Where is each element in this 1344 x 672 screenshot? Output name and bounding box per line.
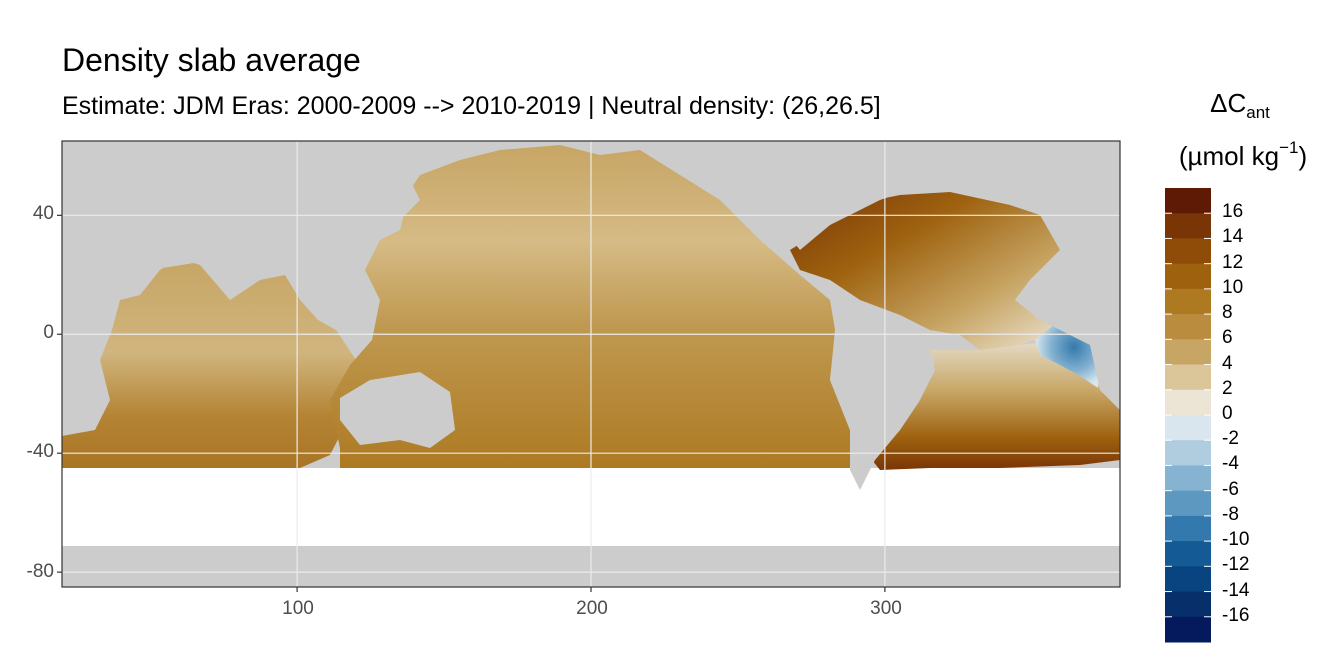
y-tick-label-neg40: -40: [26, 441, 54, 462]
legend-swatch: [1165, 515, 1211, 542]
legend-label: 12: [1222, 251, 1244, 273]
legend-label: 10: [1222, 276, 1244, 298]
tick-marks: [57, 214, 886, 592]
legend-label: 2: [1222, 377, 1233, 399]
legend-swatch: [1165, 415, 1211, 441]
legend-label: -14: [1222, 579, 1250, 601]
legend-swatch: [1165, 263, 1211, 290]
legend-swatch: [1165, 591, 1211, 618]
y-tick-label-neg80: -80: [26, 561, 54, 582]
legend-swatch: [1165, 364, 1211, 391]
legend-label: -10: [1222, 529, 1250, 551]
legend-label: 6: [1222, 327, 1233, 349]
legend-label: -16: [1222, 604, 1250, 626]
legend-swatch: [1165, 314, 1211, 340]
legend-label: 14: [1222, 226, 1244, 248]
pacific-ocean-field: [330, 145, 855, 468]
legend-swatch: [1165, 465, 1211, 492]
plot-subtitle: Estimate: JDM Eras: 2000-2009 --> 2010-2…: [62, 92, 881, 120]
legend-swatch: [1165, 490, 1211, 517]
legend-label: -6: [1222, 478, 1239, 500]
legend-label: 4: [1222, 352, 1233, 374]
x-tick-label-100: 100: [282, 598, 314, 619]
legend-title: ΔCant: [1160, 88, 1320, 123]
plot-title: Density slab average: [62, 42, 361, 78]
legend-swatch: [1165, 288, 1211, 315]
legend-title-main: ΔC: [1210, 88, 1247, 118]
legend-swatch: [1165, 238, 1211, 265]
legend-label: -2: [1222, 428, 1239, 450]
legend-swatch: [1165, 339, 1211, 366]
legend-swatch: [1165, 389, 1211, 416]
legend-swatch: [1165, 541, 1211, 567]
legend-label: 0: [1222, 403, 1233, 424]
indian-ocean-field: [62, 258, 356, 468]
grid-lines: [62, 141, 1120, 587]
legend-swatch: [1165, 213, 1211, 239]
legend-swatch: [1165, 188, 1211, 214]
legend-label: -12: [1222, 554, 1250, 576]
legend-colorbar: [1165, 188, 1211, 643]
legend-swatch: [1165, 566, 1211, 593]
legend-swatch: [1165, 616, 1211, 643]
legend-label: 16: [1222, 201, 1244, 223]
legend-title-sub: ant: [1246, 103, 1270, 122]
legend-label: -8: [1222, 503, 1239, 525]
legend-unit-sup: −1: [1279, 138, 1299, 157]
legend-unit-close: ): [1298, 141, 1308, 171]
legend-label: 8: [1222, 302, 1233, 324]
north-atlantic-field: [790, 192, 1060, 350]
south-atlantic-field: [872, 340, 1120, 470]
y-tick-label-0: 0: [43, 322, 54, 343]
legend-label: -4: [1222, 453, 1239, 475]
legend-unit: (µmol kg−1): [1158, 138, 1328, 172]
y-tick-label-40: 40: [32, 203, 54, 224]
legend-unit-open: (µmol kg: [1178, 141, 1280, 171]
x-tick-label-300: 300: [870, 598, 902, 619]
x-tick-label-200: 200: [576, 598, 608, 619]
legend-swatch: [1165, 440, 1211, 466]
